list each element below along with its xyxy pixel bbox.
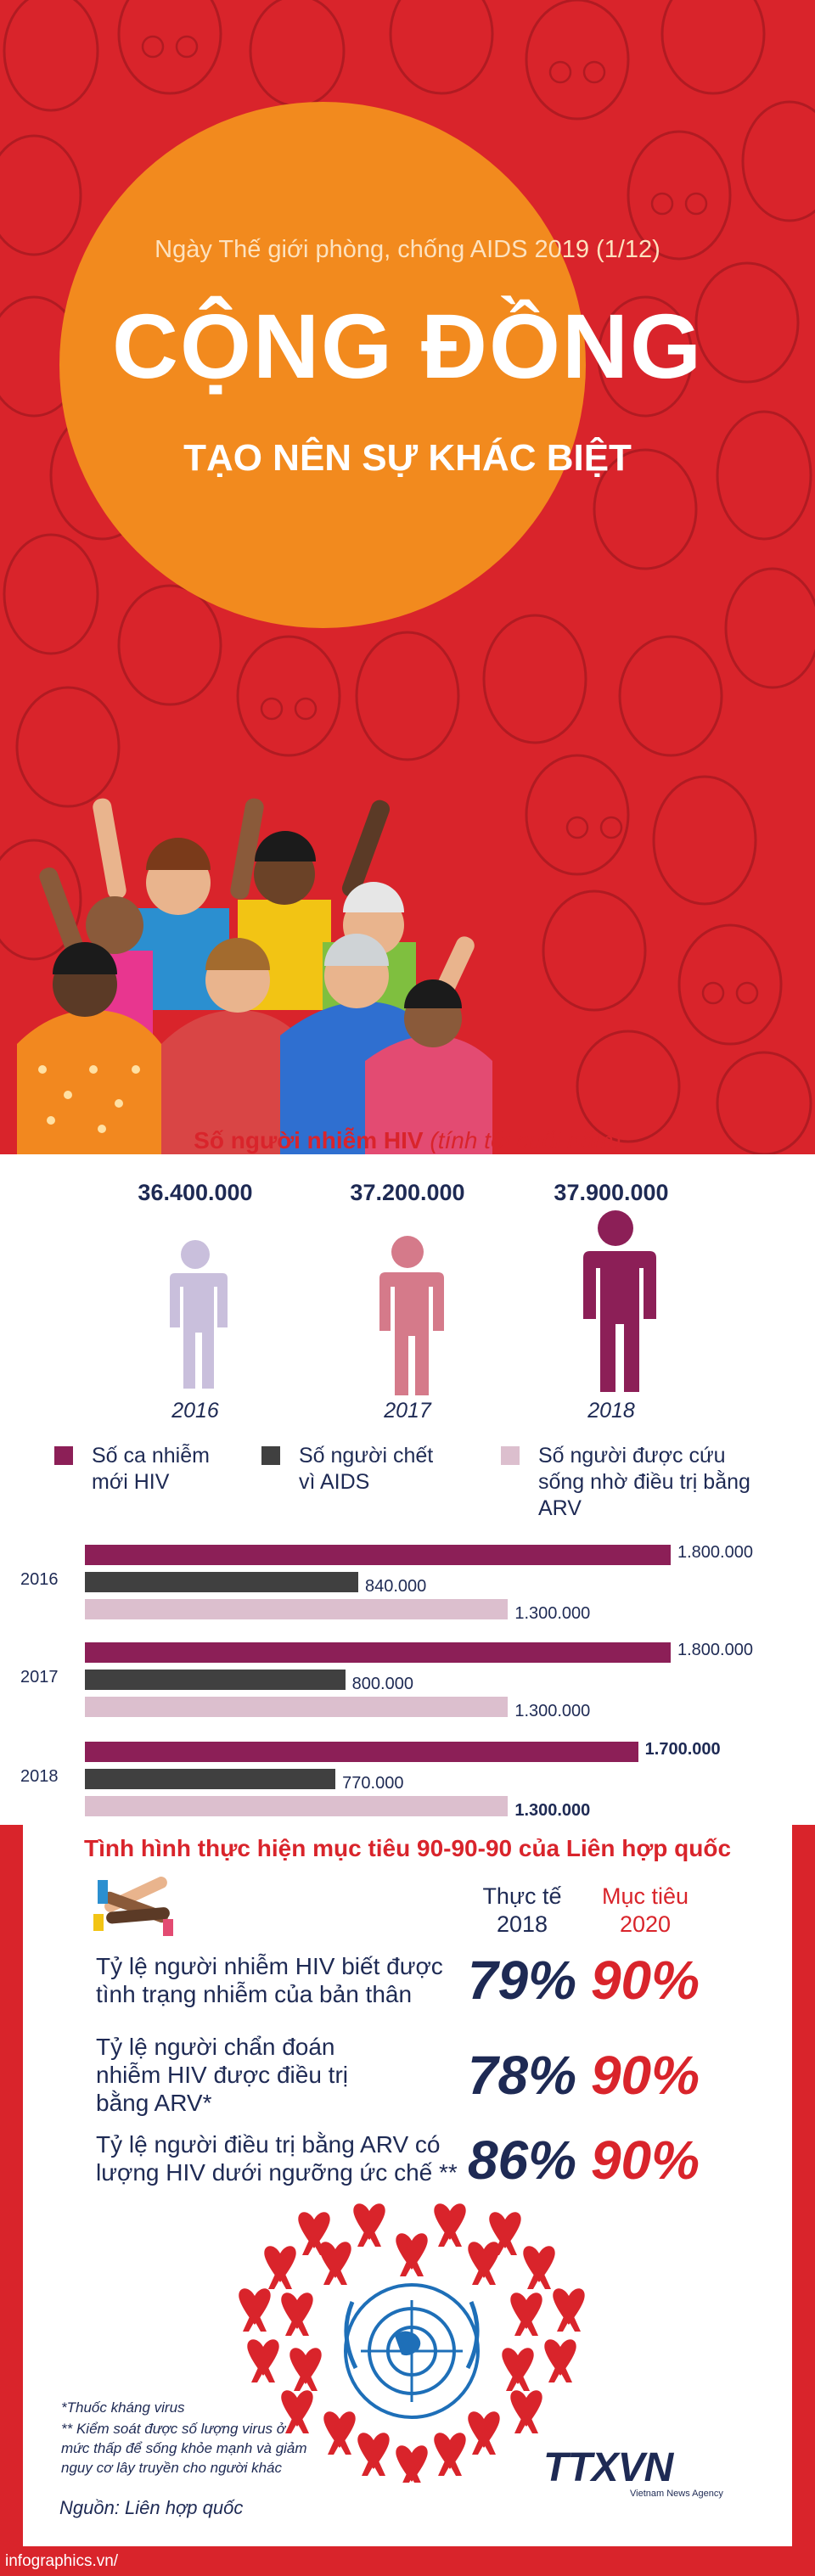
community-crowd-illustration — [17, 798, 492, 1154]
footnote-viral-suppression: ** Kiểm soát được số lượng virus ở mức t… — [61, 2421, 307, 2476]
hiv-title-main: Số người nhiễm HIV — [194, 1127, 424, 1153]
source-credit: Nguồn: Liên hợp quốc — [59, 2497, 244, 2518]
year-label-2017: 2017 — [384, 1399, 431, 1423]
bar-value-label: 1.800.000 — [677, 1641, 753, 1659]
bar-value-label: 1.300.000 — [514, 1801, 591, 1820]
bar-2017-series-2 — [85, 1670, 346, 1690]
count-2017: 37.200.000 — [350, 1180, 465, 1205]
event-subtitle: Ngày Thế giới phòng, chống AIDS 2019 (1/… — [155, 236, 660, 263]
count-2018: 37.900.000 — [554, 1180, 669, 1205]
person-icon-2017 — [377, 1236, 444, 1395]
orange-sun-circle — [59, 102, 586, 628]
person-icon-2018 — [582, 1210, 656, 1392]
hiv-section-title: Số người nhiễm HIV (tính tới cuối năm) — [0, 1127, 815, 1154]
hiv-title-note: (tính tới cuối năm) — [430, 1127, 621, 1153]
year-label-2018: 2018 — [587, 1399, 635, 1423]
bar-value-label: 1.800.000 — [677, 1543, 753, 1562]
agency-logo-text: TTXVN — [543, 2445, 673, 2490]
goal-section-title: Tình hình thực hiện mục tiêu 90-90-90 củ… — [83, 1835, 732, 1861]
bar-2017-series-3 — [85, 1697, 509, 1717]
count-2016: 36.400.000 — [138, 1180, 253, 1205]
bar-chart-year-label: 2016 — [20, 1570, 59, 1589]
goal-row-3-label: Tỷ lệ người điều trị bằng ARV có lượng H… — [96, 2131, 458, 2186]
goal-row-1-label: Tỷ lệ người nhiễm HIV biết được tình trạ… — [96, 1953, 443, 2007]
year-label-2016: 2016 — [171, 1399, 219, 1423]
bar-chart-year-label: 2018 — [20, 1767, 59, 1786]
bar-chart-year-label: 2017 — [20, 1668, 59, 1686]
bar-2018-series-3 — [85, 1796, 509, 1816]
legend-swatch-gray — [261, 1446, 280, 1465]
agency-subtitle: Vietnam News Agency — [630, 2489, 723, 2499]
goal-row-2-actual: 78% — [467, 2045, 577, 2106]
main-title: CỘNG ĐỒNG — [111, 295, 703, 397]
bar-2016-series-1 — [85, 1545, 671, 1565]
website-link[interactable]: infographics.vn/ — [5, 2552, 119, 2570]
bar-2018-series-1 — [85, 1742, 638, 1762]
bar-value-label: 800.000 — [351, 1675, 413, 1693]
bar-2016-series-2 — [85, 1572, 358, 1592]
bar-value-label: 840.000 — [365, 1577, 427, 1596]
bar-value-label: 770.000 — [342, 1774, 404, 1793]
col-head-target: Mục tiêu 2020 — [601, 1883, 689, 1937]
red-ribbon-heart-illustration — [239, 2203, 585, 2483]
goal-row-1-target: 90% — [590, 1950, 700, 2011]
bar-value-label: 1.300.000 — [514, 1702, 591, 1720]
footnote-arv: *Thuốc kháng virus — [61, 2399, 185, 2416]
bar-2016-series-3 — [85, 1599, 509, 1619]
goal-row-1-actual: 79% — [467, 1950, 577, 2011]
hero-banner: Ngày Thế giới phòng, chống AIDS 2019 (1/… — [0, 0, 815, 1154]
goal-row-2-label: Tỷ lệ người chẩn đoán nhiễm HIV được điề… — [96, 2034, 348, 2116]
goal-row-2-target: 90% — [590, 2045, 700, 2106]
goal-row-3-actual: 86% — [467, 2130, 577, 2191]
bar-2017-series-1 — [85, 1642, 671, 1663]
legend-swatch-purple — [54, 1446, 73, 1465]
bar-value-label: 1.300.000 — [514, 1604, 591, 1623]
goal-row-3-target: 90% — [590, 2130, 700, 2191]
bar-value-label: 1.700.000 — [644, 1740, 721, 1759]
legend-swatch-pink — [501, 1446, 520, 1465]
agency-logo: TTXVN Vietnam News Agency — [543, 2444, 739, 2499]
col-head-actual: Thực tế 2018 — [482, 1883, 562, 1937]
tagline: TẠO NÊN SỰ KHÁC BIỆT — [183, 437, 632, 479]
goal-card — [23, 1825, 792, 2546]
hands-together-icon — [93, 1877, 173, 1936]
person-icon-2016 — [168, 1240, 228, 1389]
bar-2018-series-2 — [85, 1769, 336, 1789]
